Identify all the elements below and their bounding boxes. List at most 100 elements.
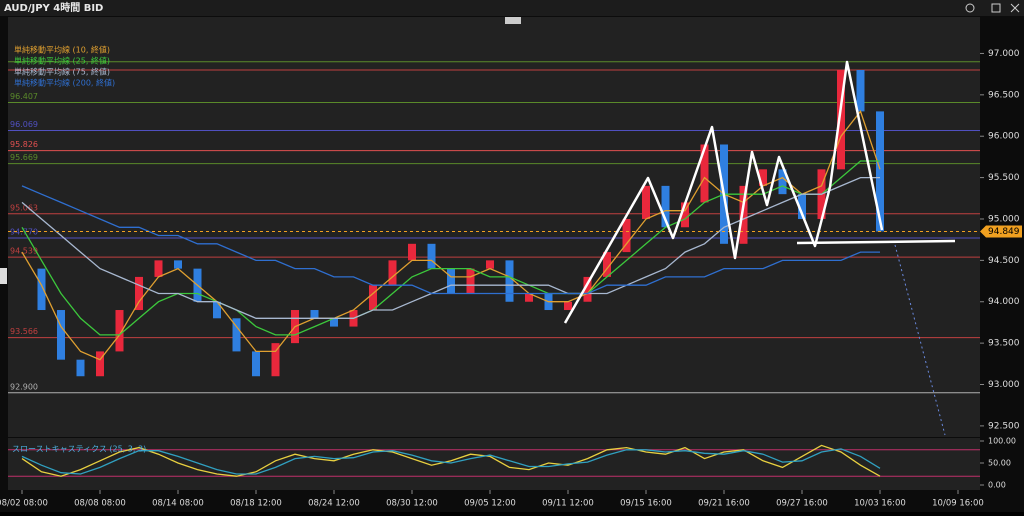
x-tick-label: 08/02 08:00	[0, 499, 48, 509]
x-tick-label: 09/11 12:00	[542, 499, 594, 509]
x-tick-label: 08/24 12:00	[308, 499, 360, 509]
candle	[115, 310, 124, 352]
stoch-tick-label: 50.00	[988, 459, 1011, 468]
candle	[232, 318, 241, 352]
stoch-tick-label: 0.00	[988, 481, 1006, 490]
level-label: 95.063	[10, 203, 38, 212]
candle	[564, 301, 572, 311]
level-label: 96.407	[10, 92, 38, 101]
candle	[759, 169, 767, 186]
x-tick-label: 10/09 16:00	[932, 499, 984, 509]
candle	[388, 260, 397, 286]
current-price-label: 94.849	[988, 227, 1020, 237]
candle	[57, 310, 65, 360]
pattern-zigzag	[563, 60, 884, 324]
candle	[252, 351, 260, 377]
help-button[interactable]	[965, 3, 975, 13]
y-tick-label: 94.000	[988, 297, 1020, 307]
candle	[739, 185, 748, 244]
candle	[700, 144, 709, 203]
moving-average	[21, 185, 880, 295]
y-tick-label: 95.000	[988, 214, 1020, 224]
y-tick-label: 96.500	[988, 90, 1020, 100]
window-title: AUD/JPY 4時間 BID	[4, 1, 103, 14]
level-label: 94.539	[10, 247, 38, 256]
pattern-drawing	[563, 60, 956, 436]
moving-average	[21, 110, 881, 361]
level-label: 96.069	[10, 120, 38, 129]
candle	[876, 111, 884, 232]
side-toggle[interactable]	[0, 268, 7, 284]
x-tick-label: 08/30 12:00	[386, 499, 438, 509]
stochastic-line	[21, 448, 881, 475]
level-label: 93.566	[10, 327, 38, 336]
candle	[271, 343, 280, 377]
legend-entry: 単純移動平均線 (200, 終値)	[14, 78, 115, 88]
legend-entry: 単純移動平均線 (75, 終値)	[14, 67, 110, 77]
candle	[486, 260, 494, 269]
legend-entry: 単純移動平均線 (10, 終値)	[14, 45, 110, 55]
candle	[96, 351, 104, 377]
panel-toggle[interactable]	[505, 17, 521, 24]
stoch-title: スローストキャスティクス (25, 3, 3)	[12, 445, 146, 454]
candle	[583, 276, 592, 302]
y-tick-label: 96.000	[988, 132, 1020, 142]
candle	[37, 268, 46, 311]
candle	[330, 318, 338, 327]
stochastic-line	[21, 444, 881, 477]
x-tick-label: 09/15 16:00	[620, 499, 672, 509]
candle	[778, 169, 787, 195]
x-tick-label: 08/08 08:00	[74, 499, 126, 509]
window-buttons[interactable]	[965, 3, 1020, 13]
stoch-tick-label: 100.00	[988, 437, 1016, 446]
candle	[213, 301, 221, 319]
candle	[603, 252, 611, 277]
legend-entry: 単純移動平均線 (25, 終値)	[14, 56, 110, 66]
candle	[622, 218, 631, 253]
candle	[661, 185, 670, 228]
y-tick-label: 93.000	[988, 380, 1020, 390]
candle	[681, 202, 689, 228]
candle	[135, 276, 143, 311]
x-tick-label: 09/05 12:00	[464, 499, 516, 509]
candle	[369, 285, 377, 311]
candle	[837, 70, 845, 170]
title-bar	[0, 0, 1024, 16]
y-tick-label: 92.500	[988, 421, 1020, 431]
maximize-button[interactable]	[991, 3, 1001, 13]
y-tick-label: 93.500	[988, 339, 1020, 349]
candle	[427, 243, 436, 269]
candle	[154, 260, 163, 277]
level-label: 92.900	[10, 382, 38, 391]
y-tick-label: 94.500	[988, 256, 1020, 266]
main-panel	[8, 17, 980, 437]
x-tick-label: 10/03 16:00	[854, 499, 906, 509]
x-tick-label: 08/18 12:00	[230, 499, 282, 509]
candle	[174, 260, 182, 269]
y-tick-label: 97.000	[988, 49, 1020, 59]
candle	[798, 194, 806, 219]
candle	[505, 260, 514, 302]
candle	[525, 293, 533, 302]
level-label: 94.770	[10, 228, 38, 237]
neckline	[796, 239, 956, 245]
candle	[447, 268, 455, 294]
y-tick-label: 95.500	[988, 173, 1020, 183]
moving-average	[21, 160, 880, 336]
candle	[76, 359, 85, 377]
current-price-tag	[980, 225, 1022, 238]
level-label: 95.826	[10, 140, 38, 149]
x-tick-label: 08/14 08:00	[152, 499, 204, 509]
candle	[856, 70, 865, 112]
close-button[interactable]	[1010, 3, 1020, 13]
stochastic-panel	[8, 438, 980, 490]
candle	[466, 268, 475, 294]
x-tick-label: 09/27 16:00	[776, 499, 828, 509]
candle	[642, 185, 650, 219]
candle	[310, 310, 319, 319]
level-label: 95.669	[10, 153, 38, 162]
moving-average	[21, 176, 880, 319]
x-tick-label: 09/21 16:00	[698, 499, 750, 509]
candle	[408, 243, 416, 261]
